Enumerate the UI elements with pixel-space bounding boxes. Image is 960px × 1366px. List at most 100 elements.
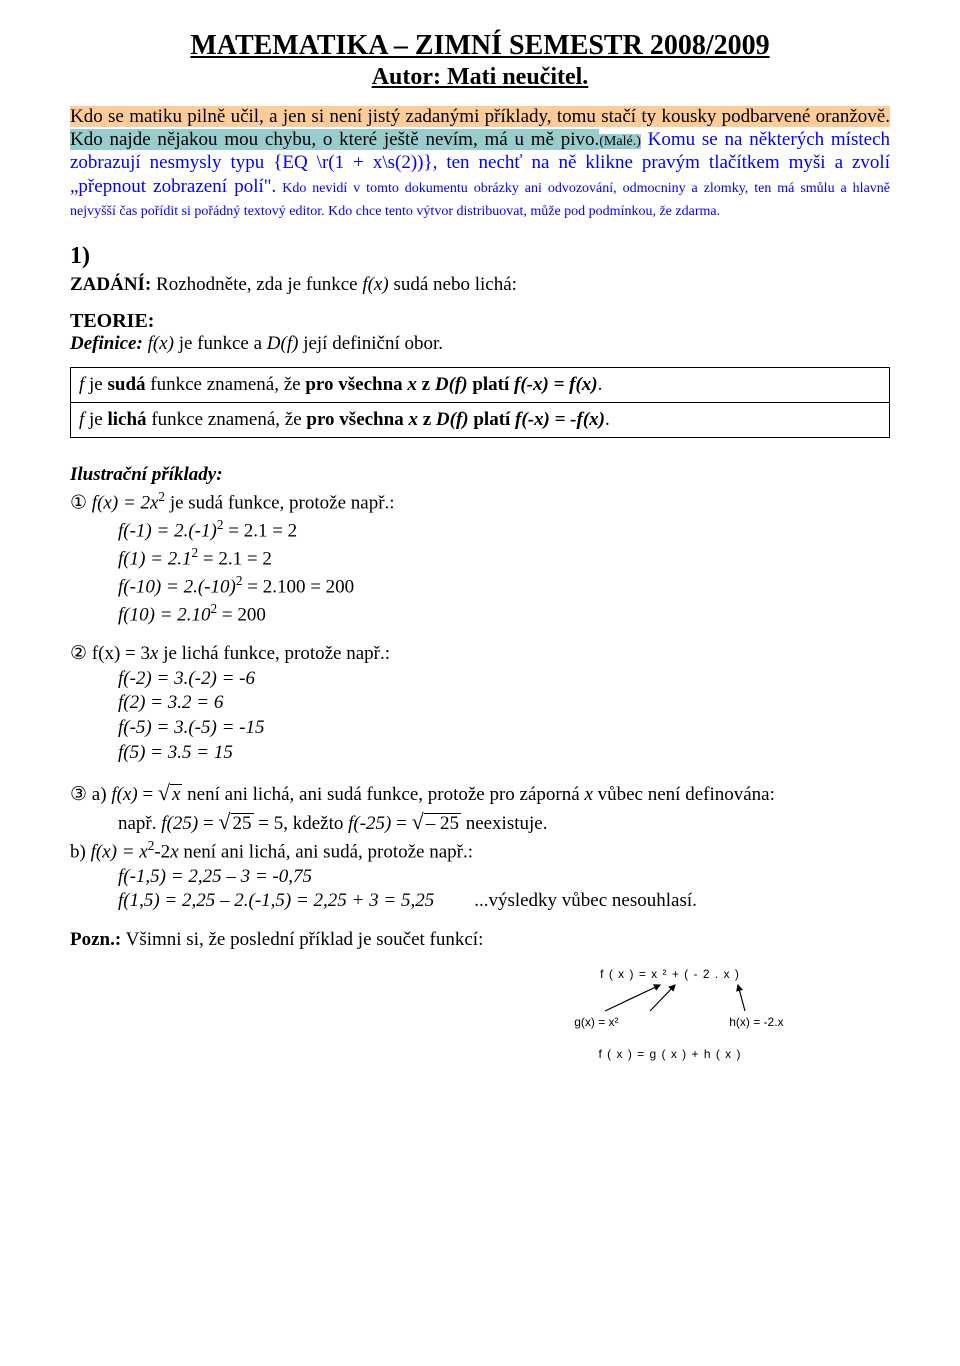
- zadani-text: Rozhodněte, zda je funkce: [151, 274, 362, 295]
- intro-paragraph: Kdo se matiku pilně učil, a jen si není …: [70, 105, 890, 221]
- eq-bottom: f ( x ) = g ( x ) + h ( x ): [510, 1047, 830, 1061]
- example-3: ③ a) f(x) = √x není ani lichá, ani sudá …: [70, 779, 890, 914]
- doc-title: MATEMATIKA – ZIMNÍ SEMESTR 2008/2009: [70, 30, 890, 62]
- ex1-l2: f(1) = 2.1: [118, 548, 192, 569]
- ex3-a-post: není ani lichá, ani sudá funkce, protože…: [182, 784, 584, 805]
- ex3b-l2a: f(1,5) = 2,25 – 2.(-1,5) = 2,25 + 3 = 5,…: [118, 890, 434, 911]
- ex1-l2b: = 2.1 = 2: [198, 548, 272, 569]
- box2-b: je: [84, 409, 107, 430]
- box1-x: x: [407, 374, 417, 395]
- ex3-l2-a: např.: [118, 813, 161, 834]
- equation-diagram: f ( x ) = x ² + ( - 2 . x ) g(x) = x² h(…: [510, 967, 830, 1061]
- ex2-l1: f(-2) = 3.(-2) = -6: [118, 667, 255, 692]
- eq-top: f ( x ) = x ² + ( - 2 . x ): [510, 967, 830, 981]
- pozn-text: Všimni si, že poslední příklad je součet…: [121, 929, 483, 950]
- document-page: MATEMATIKA – ZIMNÍ SEMESTR 2008/2009 Aut…: [0, 0, 960, 1366]
- box1-suda: sudá: [108, 374, 146, 395]
- zadani-line: ZADÁNÍ: Rozhodněte, zda je funkce f(x) s…: [70, 274, 890, 296]
- box2-x: x: [408, 409, 418, 430]
- box1-i: platí: [468, 374, 514, 395]
- box2-licha: lichá: [108, 409, 147, 430]
- ex3b-tail: není ani lichá, ani sudá, protože např.:: [179, 841, 473, 862]
- ex1-fx: f(x) = 2x: [87, 492, 158, 513]
- pozn-line: Pozn.: Všimni si, že poslední příklad je…: [70, 928, 890, 953]
- box-line-licha: f je lichá funkce znamená, že pro všechn…: [71, 402, 889, 437]
- pozn-label: Pozn.:: [70, 929, 121, 950]
- box1-g: z: [417, 374, 435, 395]
- zadani-fx: f(x): [362, 274, 388, 295]
- ex1-l1b: = 2.1 = 2: [223, 520, 297, 541]
- ex3b-mid: -2: [154, 841, 170, 862]
- definice-line: Definice: f(x) je funkce a D(f) její def…: [70, 333, 890, 355]
- arrows-icon: [510, 981, 830, 1015]
- ex3-l2-eq: =: [198, 813, 218, 834]
- teorie-label: TEORIE:: [70, 310, 890, 333]
- circled-3-icon: ③: [70, 784, 87, 805]
- box2-eq: f(-x) = -f(x): [515, 409, 605, 430]
- ex3-x: x: [584, 784, 592, 805]
- definice-d: její definiční obor.: [298, 333, 443, 354]
- box1-eq: f(-x) = f(x): [514, 374, 598, 395]
- box2-dot: .: [605, 409, 610, 430]
- ex2-b: je lichá funkce, protože např.:: [158, 643, 390, 664]
- doc-author: Autor: Mati neučitel.: [70, 64, 890, 91]
- ex2-a: f(x) = 3: [87, 643, 150, 664]
- definice-fx: f(x): [143, 333, 174, 354]
- ex3-a-pre: a): [87, 784, 111, 805]
- intro-orange-highlight: Kdo se matiku pilně učil, a jen si není …: [70, 106, 890, 127]
- ex1-l3: f(-10) = 2.(-10): [118, 576, 236, 597]
- zadani-tail: sudá nebo lichá:: [389, 274, 517, 295]
- sqrt-25: √25: [218, 813, 253, 834]
- sqrt-25-arg: 25: [231, 813, 254, 833]
- sqrt-x-arg: x: [170, 784, 182, 804]
- sqrt-x: √x: [158, 784, 183, 805]
- box2-g: z: [418, 409, 436, 430]
- ex3-l2-eq2: =: [391, 813, 411, 834]
- ex3-a-tail: vůbec není definována:: [593, 784, 775, 805]
- box1-d: funkce znamená, že: [146, 374, 306, 395]
- ex3b-x: x: [170, 841, 178, 862]
- ex3-l2-mid: = 5, kdežto: [254, 813, 349, 834]
- ex1-tail: je sudá funkce, protože např.:: [165, 492, 395, 513]
- ex3b-a: b): [70, 841, 91, 862]
- section-number: 1): [70, 243, 890, 270]
- g-label: g(x) = x²: [510, 1015, 683, 1029]
- ex3b-l1: f(-1,5) = 2,25 – 3 = -0,75: [118, 865, 312, 890]
- ex1-l3b: = 2.100 = 200: [242, 576, 354, 597]
- ex3-eq: =: [138, 784, 158, 805]
- circled-1-icon: ①: [70, 492, 87, 513]
- example-2: ② f(x) = 3x je lichá funkce, protože nap…: [70, 642, 890, 765]
- ex2-l2: f(2) = 3.2 = 6: [118, 691, 223, 716]
- ex1-l4b: = 200: [217, 604, 266, 625]
- sqrt-neg25: √– 25: [412, 813, 461, 834]
- ex1-l4: f(10) = 2.10: [118, 604, 211, 625]
- box1-e: pro všechna: [305, 374, 407, 395]
- sqrt-neg25-arg: – 25: [424, 813, 461, 833]
- example-1: ① f(x) = 2x2 je sudá funkce, protože nap…: [70, 488, 890, 628]
- definice-label: Definice:: [70, 333, 143, 354]
- definice-b: je funkce a: [174, 333, 267, 354]
- ex2-l4: f(5) = 3.5 = 15: [118, 741, 233, 766]
- ex3-l2-tail: neexistuje.: [461, 813, 548, 834]
- illustr-heading: Ilustrační příklady:: [70, 464, 890, 486]
- ex3-fm25: f(-25): [348, 813, 391, 834]
- intro-teal-highlight-b: (Malé.): [599, 134, 641, 149]
- box1-b: je: [84, 374, 107, 395]
- box1-dot: .: [598, 374, 603, 395]
- box1-df: D(f): [435, 374, 468, 395]
- ex1-l1: f(-1) = 2.(-1): [118, 520, 217, 541]
- box-line-suda: f je sudá funkce znamená, že pro všechna…: [71, 368, 889, 402]
- box2-i: platí: [469, 409, 515, 430]
- ex3-fx: f(x): [111, 784, 137, 805]
- ex3b-fx: f(x) = x: [91, 841, 148, 862]
- ex3b-l2b: ...výsledky vůbec nesouhlasí.: [474, 890, 697, 911]
- zadani-label: ZADÁNÍ:: [70, 274, 151, 295]
- box2-e: pro všechna: [306, 409, 408, 430]
- circled-2-icon: ②: [70, 643, 87, 664]
- box2-d: funkce znamená, že: [147, 409, 307, 430]
- h-label: h(x) = -2.x: [683, 1015, 830, 1029]
- definice-df: D(f): [267, 333, 299, 354]
- definition-box: f je sudá funkce znamená, že pro všechna…: [70, 367, 890, 438]
- ex3-f25: f(25): [161, 813, 198, 834]
- ex2-l3: f(-5) = 3.(-5) = -15: [118, 716, 264, 741]
